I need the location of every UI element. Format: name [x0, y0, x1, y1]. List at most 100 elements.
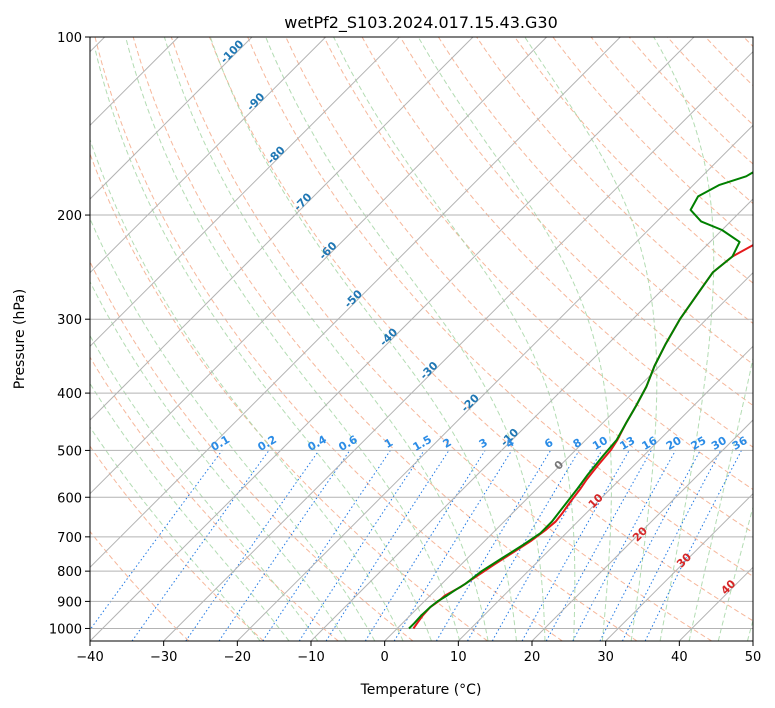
mixing-ratio-line	[325, 450, 450, 641]
x-tick-label: 40	[671, 650, 688, 665]
dry-adiabat	[170, 37, 712, 641]
moist-adiabat	[524, 37, 658, 641]
dry-adiabat	[247, 37, 753, 577]
dry-adiabat	[476, 37, 753, 325]
x-tick-label: 50	[745, 650, 762, 665]
x-axis-label: Temperature (°C)	[360, 682, 482, 698]
moist-adiabat	[417, 37, 612, 641]
dry-adiabat	[94, 37, 563, 641]
mixing-ratio-label: 2	[441, 436, 454, 451]
isotherm	[90, 37, 400, 348]
y-tick-label: 500	[57, 444, 82, 459]
isotherm	[90, 37, 327, 274]
line-labels: -100-90-80-70-60-50-40-30-20-100.1 0.2 0.4…	[209, 37, 750, 597]
isotherm-label: -50	[342, 287, 365, 310]
mixing-ratio-line	[185, 450, 320, 641]
y-tick-label: 1000	[49, 622, 82, 637]
dry-adiabat	[90, 260, 414, 641]
y-tick-label: 800	[57, 565, 82, 580]
moist-adiabat	[265, 37, 546, 641]
dry-adiabat	[399, 37, 753, 407]
isotherm	[384, 271, 753, 641]
mixing-ratio-line	[435, 450, 552, 641]
moist-adiabat	[653, 37, 715, 641]
dry-adiabat	[552, 37, 753, 244]
y-tick-label: 900	[57, 595, 82, 610]
mixing-ratio-label: 3	[477, 436, 490, 451]
y-axis-label: Pressure (hPa)	[12, 289, 28, 389]
dry-adiabat	[590, 37, 753, 205]
moist-adiabat	[209, 37, 517, 641]
y-tick-label: 100	[57, 31, 82, 46]
mixing-ratio-line	[262, 450, 391, 641]
x-tick-label: 0	[381, 650, 389, 665]
axes: −40 −30 −20 −10 0 10 20 30 40 5010009008007006005…	[49, 31, 761, 665]
isotherm	[605, 492, 753, 641]
dry-adiabat	[209, 37, 753, 622]
dry-adiabat	[705, 37, 753, 87]
y-tick-label: 600	[57, 491, 82, 506]
dry-adiabat	[667, 37, 753, 126]
dry-adiabat	[437, 37, 753, 365]
chart-title: wetPf2_S103.2024.017.15.43.G30	[284, 13, 558, 33]
series-layer	[408, 171, 753, 630]
mixing-ratio-line	[90, 450, 223, 631]
background-lines	[90, 37, 753, 641]
mixing-ratio-line	[621, 450, 722, 641]
moist-adiabat-label: 0	[552, 458, 567, 473]
dry-adiabat	[514, 37, 753, 284]
moist-adiabat-label: 10	[586, 491, 606, 511]
isotherm	[90, 37, 474, 421]
isotherm	[236, 124, 753, 641]
mixing-ratio-line	[218, 450, 351, 641]
mixing-ratio-line	[521, 450, 630, 641]
mixing-ratio-line	[545, 450, 652, 641]
dry-adiabat	[361, 37, 753, 448]
moist-adiabat	[163, 37, 489, 641]
mixing-ratio-line	[572, 450, 676, 641]
isotherm	[678, 566, 753, 641]
isotherm	[752, 640, 753, 641]
dry-adiabat	[743, 37, 753, 48]
moist-adiabat	[717, 505, 753, 641]
isotherm	[163, 50, 753, 641]
mixing-ratio-line	[644, 450, 742, 641]
moist-adiabat	[90, 382, 290, 641]
dry-adiabat	[90, 152, 488, 641]
mixing-ratio-label: 1	[382, 436, 395, 451]
moist-adiabat	[90, 280, 347, 641]
x-tick-label: −20	[224, 650, 251, 665]
x-tick-label: 20	[524, 650, 541, 665]
isotherm-label: -20	[459, 391, 482, 414]
moist-adiabat-label: 30	[674, 550, 694, 570]
dry-adiabat	[132, 37, 638, 641]
moist-adiabat	[94, 49, 432, 641]
isotherm	[90, 37, 621, 569]
y-tick-label: 200	[57, 209, 82, 224]
moist-adiabat	[688, 355, 753, 641]
moist-adiabat	[90, 426, 261, 641]
x-tick-label: −40	[76, 650, 103, 665]
moist-adiabat	[125, 37, 461, 641]
isotherm	[90, 37, 548, 495]
mixing-ratio-line	[298, 450, 425, 641]
x-tick-label: −30	[150, 650, 177, 665]
isotherm	[531, 419, 753, 641]
isotherm	[90, 37, 695, 641]
mixing-ratio-label: 6	[542, 436, 555, 451]
moist-adiabat	[90, 334, 319, 641]
moist-adiabat	[90, 217, 376, 641]
moist-adiabat	[90, 138, 404, 641]
x-tick-label: 10	[450, 650, 467, 665]
isotherm-label: -80	[265, 143, 288, 166]
x-tick-label: −10	[297, 650, 324, 665]
moist-adiabat	[747, 618, 753, 641]
isotherm	[457, 345, 753, 641]
dry-adiabat	[323, 37, 753, 491]
isotherm-label: -100	[218, 37, 247, 66]
mixing-ratio-line	[599, 450, 701, 641]
mixing-ratio-line	[393, 450, 513, 641]
y-tick-label: 700	[57, 531, 82, 546]
temperature-line	[412, 244, 753, 630]
